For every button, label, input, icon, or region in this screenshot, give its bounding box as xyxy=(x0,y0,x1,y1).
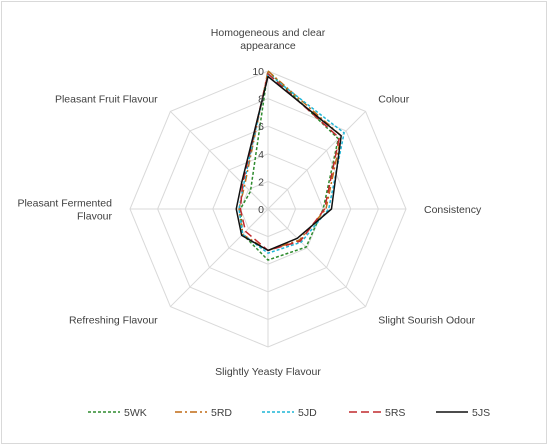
axis-spoke xyxy=(170,208,269,307)
tick-label: 2 xyxy=(258,176,264,188)
axis-label: Colour xyxy=(378,94,409,106)
axis-label-line: Slightly Yeasty Flavour xyxy=(215,366,321,378)
tick-label: 0 xyxy=(258,204,264,216)
series-line-5wk xyxy=(239,70,340,261)
tick-label: 10 xyxy=(252,66,264,78)
axis-label-line: Refreshing Flavour xyxy=(69,314,158,326)
axis-label: Pleasant Fermented Flavour xyxy=(17,198,112,223)
axis-label-line: Pleasant Fruit Flavour xyxy=(55,94,158,106)
series-line-5js xyxy=(235,75,342,252)
legend-label: 5WK xyxy=(124,407,147,419)
axis-label: Slight Sourish Odour xyxy=(378,314,475,326)
tick-label: 6 xyxy=(258,121,264,133)
axis-spoke xyxy=(170,111,269,210)
axis-labels: Homogeneous and clear appearance Colour Con… xyxy=(17,27,482,378)
axis-label: Slightly Yeasty Flavour xyxy=(215,366,321,378)
axis-label: Refreshing Flavour xyxy=(69,314,158,326)
series-line-5jd xyxy=(238,73,345,254)
axis-label: Consistency xyxy=(424,204,482,216)
axis-spokes xyxy=(130,71,406,347)
axis-label: Homogeneous and clear appearance xyxy=(211,27,326,52)
legend-label: 5JS xyxy=(472,407,490,419)
axis-label: Pleasant Fruit Flavour xyxy=(55,94,158,106)
axis-label-line: Pleasant Fermented xyxy=(17,198,112,210)
tick-label: 4 xyxy=(258,149,264,161)
axis-spoke xyxy=(267,208,366,307)
legend-label: 5RS xyxy=(385,407,405,419)
axis-label-line: Homogeneous and clear xyxy=(211,27,326,39)
axis-spoke xyxy=(267,111,366,210)
legend-label: 5RD xyxy=(211,407,232,419)
legend-label: 5JD xyxy=(298,407,317,419)
legend: 5WK 5RD 5JD 5RS 5JS xyxy=(88,407,490,419)
axis-label-line: Colour xyxy=(378,94,409,106)
series-layer xyxy=(235,70,345,261)
axis-label-line: appearance xyxy=(240,40,296,52)
axis-label-line: Flavour xyxy=(77,211,113,223)
axis-label-line: Consistency xyxy=(424,204,482,216)
tick-labels: 0 2 4 6 8 10 xyxy=(252,66,264,216)
tick-label: 8 xyxy=(258,94,264,106)
axis-label-line: Slight Sourish Odour xyxy=(378,314,475,326)
